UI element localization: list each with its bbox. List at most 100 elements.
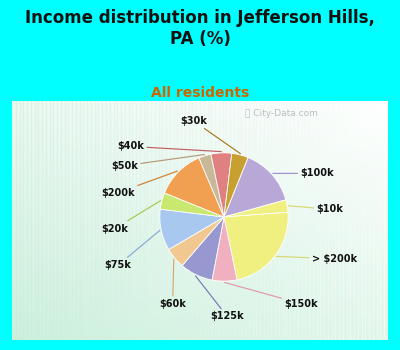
Bar: [264, 102, 268, 340]
Bar: [12, 266, 388, 268]
Bar: [12, 256, 388, 259]
Bar: [192, 102, 196, 340]
Bar: [12, 140, 388, 142]
Bar: [12, 244, 388, 247]
Bar: [211, 102, 215, 340]
Text: $60k: $60k: [159, 259, 186, 309]
Bar: [12, 218, 388, 220]
Bar: [12, 156, 388, 159]
Bar: [12, 161, 388, 163]
Bar: [12, 318, 388, 321]
Bar: [12, 242, 388, 244]
Bar: [12, 282, 388, 285]
Bar: [12, 135, 388, 137]
Bar: [34, 102, 38, 340]
Bar: [16, 102, 20, 340]
Bar: [12, 130, 388, 132]
Bar: [181, 102, 185, 340]
Bar: [166, 102, 170, 340]
Bar: [80, 102, 84, 340]
Bar: [38, 102, 42, 340]
Bar: [91, 102, 95, 340]
Bar: [12, 202, 388, 204]
Text: $125k: $125k: [196, 276, 244, 321]
Bar: [12, 214, 388, 216]
Bar: [117, 102, 121, 340]
Bar: [12, 299, 388, 301]
Bar: [68, 102, 72, 340]
Text: $20k: $20k: [102, 201, 161, 233]
Bar: [12, 185, 388, 187]
Bar: [283, 102, 286, 340]
Bar: [136, 102, 140, 340]
Bar: [110, 102, 114, 340]
Bar: [12, 111, 388, 113]
Bar: [238, 102, 241, 340]
Bar: [12, 123, 388, 125]
Bar: [366, 102, 369, 340]
Bar: [12, 104, 388, 106]
Bar: [226, 102, 230, 340]
Bar: [12, 249, 388, 251]
Text: $75k: $75k: [105, 230, 160, 270]
Bar: [369, 102, 373, 340]
Wedge shape: [224, 153, 248, 217]
Bar: [170, 102, 174, 340]
Bar: [328, 102, 332, 340]
Bar: [12, 263, 388, 266]
Bar: [84, 102, 87, 340]
Bar: [12, 285, 388, 287]
Bar: [12, 168, 388, 170]
Bar: [12, 220, 388, 223]
Text: $100k: $100k: [273, 168, 334, 178]
Bar: [12, 116, 388, 118]
Bar: [76, 102, 80, 340]
Bar: [12, 187, 388, 190]
Bar: [98, 102, 102, 340]
Text: $40k: $40k: [118, 141, 221, 152]
Text: $200k: $200k: [101, 171, 177, 198]
Bar: [12, 304, 388, 306]
Bar: [12, 237, 388, 239]
Bar: [159, 102, 162, 340]
Bar: [384, 102, 388, 340]
Bar: [12, 159, 388, 161]
Bar: [12, 182, 388, 185]
Bar: [12, 328, 388, 330]
Bar: [343, 102, 347, 340]
Text: > $200k: > $200k: [276, 254, 357, 264]
Bar: [12, 166, 388, 168]
Bar: [260, 102, 264, 340]
Bar: [12, 102, 388, 104]
Bar: [114, 102, 117, 340]
Wedge shape: [212, 217, 237, 281]
Bar: [313, 102, 316, 340]
Bar: [20, 102, 23, 340]
Bar: [12, 330, 388, 332]
Bar: [151, 102, 155, 340]
Bar: [12, 199, 388, 202]
Bar: [42, 102, 46, 340]
Bar: [12, 178, 388, 180]
Bar: [57, 102, 61, 340]
Bar: [279, 102, 283, 340]
Bar: [219, 102, 222, 340]
Bar: [350, 102, 354, 340]
Bar: [12, 247, 388, 249]
Bar: [377, 102, 380, 340]
Text: $150k: $150k: [224, 282, 318, 309]
Bar: [61, 102, 65, 340]
Bar: [196, 102, 200, 340]
Bar: [106, 102, 110, 340]
Bar: [12, 332, 388, 335]
Bar: [189, 102, 192, 340]
Bar: [12, 120, 388, 123]
Bar: [12, 335, 388, 337]
Bar: [144, 102, 147, 340]
Bar: [12, 128, 388, 130]
Bar: [31, 102, 34, 340]
Bar: [324, 102, 328, 340]
Wedge shape: [160, 209, 224, 250]
Bar: [147, 102, 151, 340]
Bar: [12, 337, 388, 340]
